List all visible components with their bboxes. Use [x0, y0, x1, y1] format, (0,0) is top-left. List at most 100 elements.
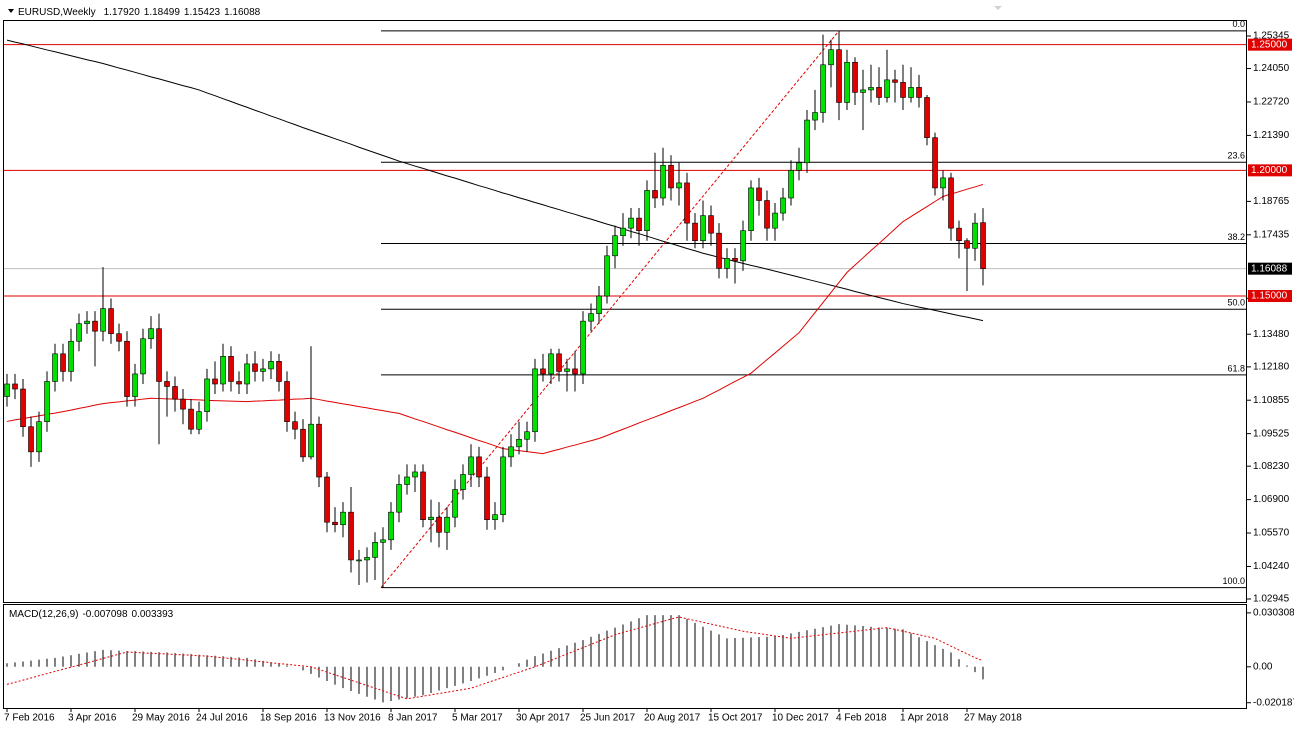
y-tick-label: 1.02945 [1253, 594, 1290, 605]
candle-body [244, 363, 250, 385]
candle-body [444, 516, 450, 533]
level-box [1248, 290, 1292, 303]
x-tick-label: 29 May 2016 [132, 713, 190, 724]
candle-body [388, 511, 394, 541]
candle-body [892, 79, 898, 83]
candle-body [716, 232, 722, 269]
candle-body [828, 49, 834, 66]
candle-body [668, 165, 674, 189]
close-label: 1.16088 [224, 7, 261, 18]
y-tick-label: 1.05570 [1253, 528, 1290, 539]
y-tick-label: 1.21390 [1253, 130, 1290, 141]
y-tick-label: 1.12180 [1253, 362, 1290, 373]
x-tick-label: 24 Jul 2016 [196, 713, 248, 724]
candle-body [900, 82, 906, 98]
candle-body [196, 411, 202, 430]
candle-body [148, 328, 154, 340]
fib-label: 23.6 [1227, 151, 1245, 161]
y-tick-label: 1.13480 [1253, 329, 1290, 340]
macd-signal [6, 616, 984, 700]
y-tick-label: 1.09525 [1253, 428, 1290, 439]
candle-body [484, 476, 490, 521]
y-tick-label: 1.18765 [1253, 196, 1290, 207]
fib-label: 61.8 [1227, 363, 1245, 373]
chart-header: EURUSD,Weekly 1.17920 1.18499 1.15423 1.1608… [18, 7, 261, 18]
candle-body [476, 456, 482, 478]
candle-body [876, 87, 882, 98]
candle-body [372, 542, 378, 558]
candle-body [44, 381, 50, 422]
candle-body [796, 162, 802, 171]
candle-body [12, 383, 18, 390]
candle-body [860, 89, 866, 93]
candle-body [964, 240, 970, 249]
candle-body [932, 137, 938, 189]
y-tick-label: 1.06900 [1253, 494, 1290, 505]
candle-body [412, 471, 418, 478]
candle-body [420, 471, 426, 521]
candle-body [156, 328, 162, 382]
fib-label: 0.0 [1232, 19, 1245, 29]
candle-body [700, 215, 706, 242]
candle-body [428, 516, 434, 521]
candle-body [708, 215, 714, 234]
level-label: 1.25000 [1251, 39, 1288, 50]
candle-body [268, 361, 274, 370]
candle-body [404, 476, 410, 485]
high-label: 1.18499 [144, 7, 181, 18]
candle-body [780, 197, 786, 214]
candle-body [60, 353, 66, 372]
candle-body [316, 423, 322, 478]
x-tick-label: 7 Feb 2016 [4, 713, 55, 724]
candle-body [380, 539, 386, 543]
candle-body [356, 559, 362, 562]
candle-body [628, 217, 634, 229]
open-label: 1.17920 [104, 7, 141, 18]
candle-body [124, 340, 130, 397]
candle-body [644, 190, 650, 231]
candle-body [324, 476, 330, 523]
y-tick-label: 1.22720 [1253, 97, 1290, 108]
fib-label: 38.2 [1227, 232, 1245, 242]
x-tick-label: 15 Oct 2017 [708, 713, 763, 724]
candle-body [524, 431, 530, 440]
candle-body [76, 323, 82, 342]
candle-body [572, 368, 578, 375]
candle-body [28, 426, 34, 453]
candle-body [980, 222, 986, 269]
candle-body [684, 182, 690, 224]
candle-body [764, 200, 770, 229]
candle-body [100, 308, 106, 332]
candle-body [548, 353, 554, 375]
candle-body [732, 258, 738, 262]
symbol: EURUSD,Weekly [18, 7, 96, 18]
x-tick-label: 13 Nov 2016 [324, 713, 381, 724]
macd-value: -0.007098 [82, 609, 127, 620]
candle-body [508, 446, 514, 458]
candle-body [836, 49, 842, 103]
scroll-arrow[interactable] [994, 6, 1002, 10]
y-tick-label: 1.17435 [1253, 229, 1290, 240]
signal-value: 0.003393 [132, 609, 174, 620]
menu-arrow[interactable] [8, 9, 14, 13]
candle-body [924, 97, 930, 138]
y2-tick-label: -0.020187 [1253, 697, 1294, 708]
candle-body [436, 516, 442, 533]
candle-body [132, 373, 138, 397]
candle-body [332, 521, 338, 526]
candle-body [788, 170, 794, 199]
candle-body [188, 408, 194, 430]
candle-body [852, 61, 858, 93]
low-label: 1.15423 [184, 7, 221, 18]
candle-body [4, 383, 10, 397]
candle-body [260, 368, 266, 372]
candle-body [564, 368, 570, 372]
y-tick-label: 1.24050 [1253, 63, 1290, 74]
candle-body [956, 227, 962, 242]
candle-body [580, 320, 586, 375]
candle-body [620, 227, 626, 236]
candle-body [84, 320, 90, 324]
candle-body [276, 361, 282, 382]
price-pane [3, 20, 1247, 603]
